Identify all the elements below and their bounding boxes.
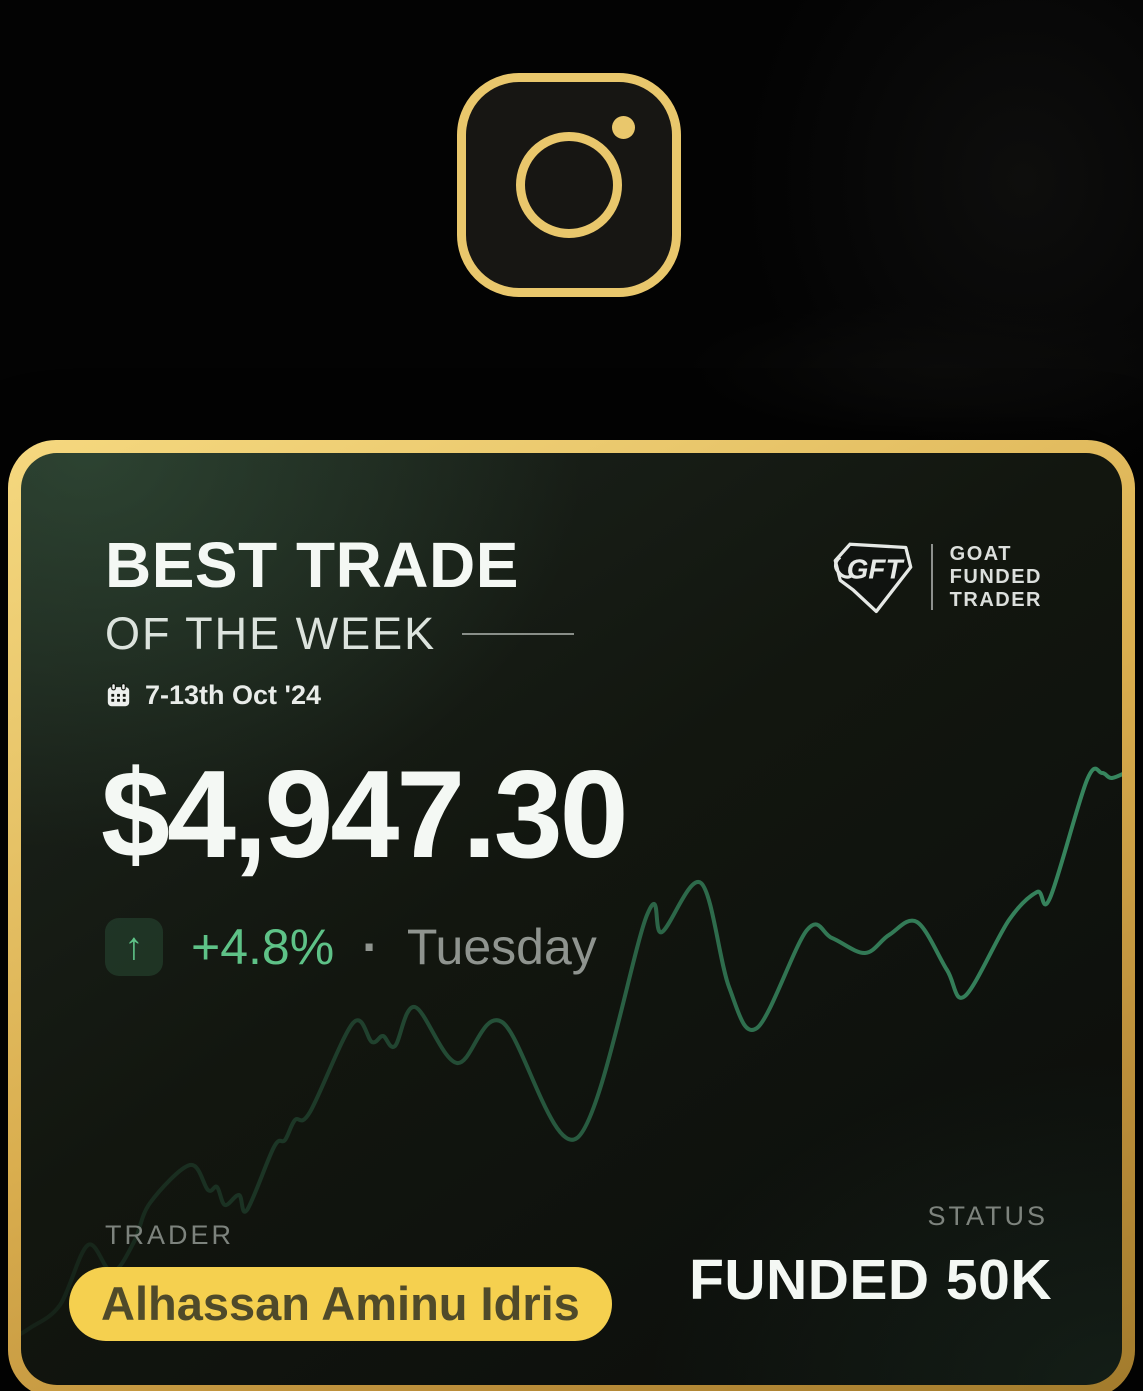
status-column: STATUS FUNDED 50K	[689, 1201, 1052, 1309]
card-header: BEST TRADE OF THE WEEK	[105, 533, 1042, 711]
date-row: 7-13th Oct '24	[105, 680, 574, 711]
trader-name-pill: Alhassan Aminu Idris	[69, 1267, 612, 1341]
card-footer: TRADER Alhassan Aminu Idris STATUS FUNDE…	[69, 1201, 1052, 1341]
trade-amount: $4,947.30	[101, 746, 629, 884]
date-range: 7-13th Oct '24	[145, 680, 321, 710]
best-trade-card: BEST TRADE OF THE WEEK	[8, 440, 1135, 1391]
background-glow	[683, 300, 1143, 440]
card-content: BEST TRADE OF THE WEEK	[21, 453, 1122, 1385]
brand-name-line: TRADER	[949, 588, 1042, 611]
trade-day: Tuesday	[406, 919, 597, 975]
trader-label: TRADER	[105, 1220, 235, 1250]
card-subtitle-row: OF THE WEEK	[105, 608, 575, 659]
arrow-up-icon: ↑	[124, 926, 144, 968]
status-label: STATUS	[927, 1201, 1048, 1231]
brand-divider	[930, 544, 933, 610]
status-value: FUNDED 50K	[689, 1248, 1052, 1312]
title-block: BEST TRADE OF THE WEEK	[105, 529, 575, 711]
sparkline-path	[21, 766, 1122, 1337]
trader-column: TRADER Alhassan Aminu Idris	[69, 1220, 612, 1341]
subtitle-dash-line	[462, 632, 575, 635]
svg-text:GFT: GFT	[846, 554, 904, 585]
change-percent: +4.8%	[191, 919, 335, 975]
camera-lens-circle	[516, 132, 622, 238]
dot-separator: ·	[362, 919, 379, 975]
brand-name: GOAT FUNDED TRADER	[950, 543, 1042, 612]
instagram-icon	[457, 73, 681, 297]
brand-logo: GFT GOAT FUNDED TRADER	[832, 539, 1042, 615]
calendar-icon	[107, 683, 130, 707]
gft-shield-goat-icon: GFT	[833, 542, 913, 614]
card-subtitle: OF THE WEEK	[105, 608, 437, 659]
brand-name-line: FUNDED	[949, 565, 1042, 588]
brand-name-line: GOAT	[949, 542, 1012, 565]
card-title: BEST TRADE	[105, 529, 519, 601]
change-chip: ↑	[105, 918, 163, 976]
change-row: ↑ +4.8% · Tuesday	[105, 918, 597, 976]
camera-flash-dot	[612, 116, 635, 139]
equity-sparkline-chart	[21, 766, 1122, 1337]
